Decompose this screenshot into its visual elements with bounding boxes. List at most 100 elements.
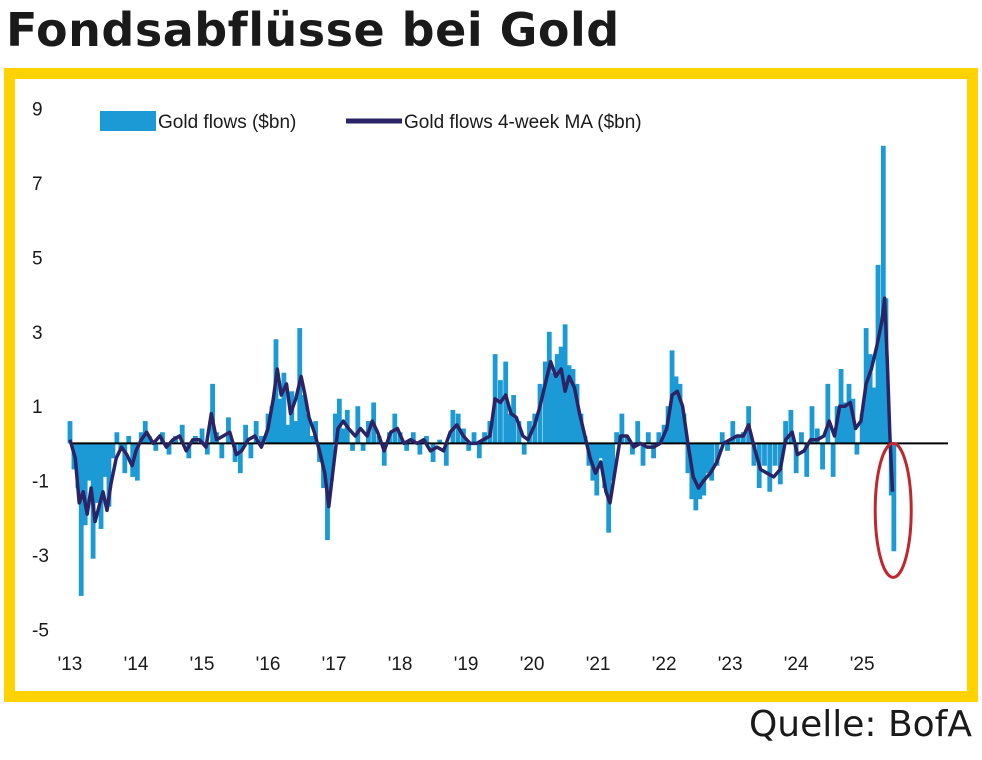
flow-bar [293,421,299,444]
flow-bar [430,443,436,462]
flow-bar [651,443,656,459]
flow-bar [521,443,527,455]
flow-bar [122,443,128,474]
y-tick-label: 1 [32,397,43,418]
flow-bar [681,413,687,444]
flow-bar [705,443,711,474]
flow-bar [75,443,81,489]
flow-bar [725,443,730,451]
flow-bar [511,395,517,444]
flow-bar [610,443,616,481]
flow-bar [498,380,503,444]
flow-bar [602,443,608,489]
x-tick-label: '22 [652,654,677,675]
flow-bar [685,443,691,474]
flow-bar [269,406,275,444]
flow-bar [697,443,703,500]
flow-bar [554,354,560,444]
flow-bar [424,435,429,444]
x-tick-label: '14 [124,654,149,675]
flow-bar [762,443,767,466]
flow-bar [437,439,443,444]
flow-bar [126,435,132,444]
flow-bar [804,443,810,477]
flow-bar [566,365,572,444]
flow-bar [772,443,778,466]
flow-bar [825,383,831,444]
flow-bar [878,328,884,444]
x-tick-label: '21 [586,654,611,675]
x-tick-label: '16 [256,654,281,675]
flow-bar [871,387,877,444]
flow-bar [350,443,355,451]
flow-bar [880,145,886,444]
flow-bar [153,443,159,451]
flow-bar [783,421,789,444]
x-tick-label: '19 [454,654,479,675]
flow-bar [199,428,205,444]
x-tick-label: '13 [58,654,83,675]
flow-bar [619,413,625,444]
flow-bar [820,443,825,470]
flow-bar [537,383,543,444]
flow-bar [471,432,477,444]
flow-bar [179,424,185,444]
flow-bar [82,443,88,526]
x-tick-label: '17 [322,654,347,675]
chart-frame [4,68,978,702]
flow-bar [606,443,612,533]
x-tick-label: '23 [718,654,743,675]
flow-bar [476,443,482,459]
y-tick-label: -1 [32,472,49,493]
flow-bar [336,398,342,444]
flow-bar [332,413,338,444]
flow-bar [714,443,720,466]
flow-bar [243,424,248,444]
flow-bar [277,398,283,444]
y-tick-label: -3 [32,546,49,567]
flow-bar [788,409,794,444]
x-tick-label: '25 [850,654,875,675]
flow-bar [94,443,100,503]
x-tick-label: '20 [520,654,545,675]
flow-bar [355,406,361,444]
flow-bar [709,443,715,481]
flow-bar [814,428,820,444]
flow-bar [740,432,746,444]
flow-bar [854,443,860,455]
legend-label-bars: Gold flows ($bn) [158,112,296,133]
flow-bar [204,443,210,455]
flow-bar [253,421,259,444]
page-title: Fondsabflüsse bei Gold [6,3,620,57]
flow-bar [701,443,707,496]
flow-bar [309,435,315,444]
source-note: Quelle: BofA [748,704,972,745]
flow-bar [102,443,108,477]
x-tick-label: '18 [388,654,413,675]
flow-bar [574,383,580,444]
flow-bar [630,443,635,455]
flow-bar [578,413,584,444]
y-tick-label: -5 [32,620,49,641]
flow-bar [417,443,423,455]
flow-bar [558,346,564,444]
flow-bar [340,428,346,444]
flow-bar [656,432,662,444]
flow-bar [767,443,773,492]
y-tick-label: 7 [32,174,43,195]
flow-bar [86,443,92,481]
flow-bar [507,413,513,444]
flow-bar [830,443,836,477]
flow-bar [550,372,556,444]
flow-bar [466,443,472,451]
flow-bar [443,443,449,466]
flow-bar [542,361,548,444]
flow-bar [410,432,416,444]
flow-bar [166,443,172,455]
flow-bar [219,443,225,459]
flow-bar [846,383,852,444]
legend-swatch-bars [100,111,156,131]
flow-bar [598,443,604,459]
flow-bar [867,354,873,444]
flow-bar [360,443,366,451]
